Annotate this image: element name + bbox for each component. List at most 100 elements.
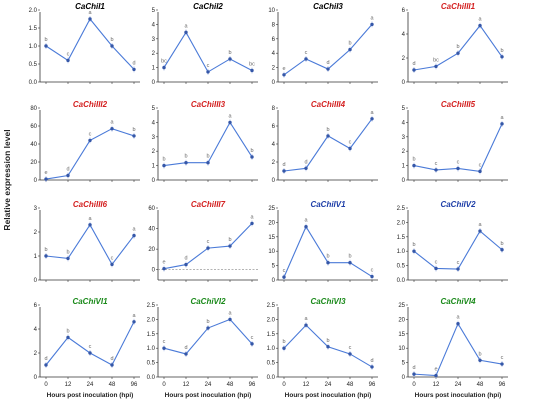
panel-CaChiI2: CaChiI2 0 1 2 3 4 5 bc a c b bc	[152, 2, 258, 86]
significance-letter: b	[412, 157, 415, 163]
panel-title: CaChiI1	[75, 2, 105, 11]
significance-letter: b	[110, 37, 113, 43]
data-point	[478, 169, 482, 174]
y-tick-label: 5	[402, 106, 406, 112]
y-tick-label: 4	[402, 32, 406, 38]
significance-letter: d	[304, 159, 307, 165]
x-axis-title: Hours post inoculation (hpi)	[47, 392, 134, 399]
data-point	[44, 44, 48, 48]
data-point	[66, 173, 70, 178]
data-point	[250, 68, 254, 73]
y-tick-label: 4	[34, 327, 38, 333]
significance-letter: c	[89, 131, 92, 137]
y-tick-label: 2	[402, 56, 406, 62]
y-tick-label: 0	[152, 268, 156, 274]
y-tick-label: 0	[34, 178, 38, 184]
y-tick-label: 5	[152, 8, 156, 14]
panel-title: CaChiVI3	[310, 297, 346, 306]
data-point	[456, 51, 460, 55]
significance-letter: a	[500, 115, 504, 121]
data-point	[206, 161, 210, 165]
y-tick-label: 1	[152, 66, 156, 72]
y-tick-label: 20	[30, 160, 37, 166]
y-tick-label: 4	[272, 142, 276, 148]
x-tick-label: 12	[65, 382, 72, 388]
significance-letter: e	[282, 66, 285, 72]
panel-CaChiVI3: CaChiVI3 0.0 0.5 1.0 1.5 2.0 2.5 0 12 24 48 96 b a b c d	[267, 297, 378, 388]
data-point	[184, 161, 188, 165]
significance-letter: bc	[249, 61, 255, 67]
y-tick-label: 2	[402, 149, 406, 155]
data-point	[456, 322, 460, 326]
panel-CaChiI3: CaChiI3 0 2 4 6 8 10 e c d b a	[268, 2, 378, 86]
data-point	[478, 23, 482, 28]
y-tick-label: 6	[272, 124, 276, 130]
y-tick-label: 1.0	[29, 44, 38, 50]
data-point	[282, 346, 286, 350]
significance-letter: d	[184, 256, 187, 262]
data-point	[110, 44, 114, 48]
x-tick-label: 24	[205, 382, 212, 388]
y-tick-label: 2	[272, 66, 276, 72]
panel-title: CaChiI3	[313, 2, 343, 11]
panel-CaChiIII1: CaChiIII1 0 2 4 6 d bc b a b	[402, 2, 508, 86]
y-tick-label: 20	[268, 220, 275, 226]
significance-letter: d	[110, 356, 113, 362]
y-tick-label: 0	[34, 375, 38, 381]
data-point	[228, 244, 232, 248]
x-tick-label: 96	[499, 382, 506, 388]
significance-letter: e	[162, 260, 165, 266]
significance-letter: d	[326, 60, 329, 66]
panel-title: CaChiIV1	[310, 200, 346, 209]
data-point	[162, 163, 166, 168]
data-point	[228, 120, 232, 125]
significance-letter: b	[228, 237, 231, 243]
data-point	[162, 65, 166, 70]
significance-letter: c	[349, 345, 352, 351]
data-point	[132, 320, 136, 324]
y-tick-label: 0	[34, 278, 38, 284]
data-point	[304, 323, 308, 327]
data-point	[132, 67, 136, 72]
data-point	[434, 64, 438, 69]
data-point	[88, 17, 92, 21]
y-tick-label: 3	[152, 37, 156, 43]
panel-title: CaChiVI4	[440, 297, 476, 306]
significance-letter: d	[66, 167, 69, 173]
significance-letter: a	[228, 310, 232, 316]
significance-letter: c	[305, 50, 308, 56]
y-tick-label: 4	[152, 22, 156, 28]
panel-CaChiVI4: CaChiVI4 0 5 10 15 20 25 0 12 24 48 96 d e a b c	[398, 297, 508, 388]
significance-letter: bc	[161, 59, 167, 65]
data-point	[66, 335, 70, 340]
y-tick-label: 10	[398, 346, 405, 352]
x-tick-label: 0	[412, 382, 416, 388]
y-tick-label: 0.0	[397, 278, 406, 284]
series-line	[283, 225, 373, 278]
y-tick-label: 0	[402, 178, 406, 184]
significance-letter: b	[44, 247, 47, 253]
y-tick-label: 60	[30, 124, 37, 130]
significance-letter: b	[326, 254, 329, 260]
significance-letter: a	[184, 23, 188, 29]
panel-CaChiI1: CaChiI1 0.0 0.5 1.0 1.5 2.0 b c a b d	[29, 2, 140, 86]
significance-letter: a	[304, 316, 308, 322]
significance-letter: b	[66, 328, 69, 334]
x-axis-titles: Hours post inoculation (hpi) Hours post i…	[47, 392, 502, 399]
significance-letter: a	[132, 227, 136, 233]
significance-letter: c	[67, 51, 70, 57]
significance-letter: a	[304, 218, 308, 224]
panel-CaChiIII4: CaChiIII4 0 2 4 6 8 d d b c a	[272, 100, 378, 184]
data-point	[412, 249, 416, 253]
y-tick-label: 0	[272, 80, 276, 86]
y-tick-label: 5	[402, 361, 406, 367]
x-tick-label: 0	[44, 382, 48, 388]
y-tick-label: 2	[34, 230, 38, 236]
x-tick-label: 48	[347, 382, 354, 388]
significance-letter: b	[44, 37, 47, 43]
data-point	[370, 365, 374, 369]
y-tick-label: 4	[272, 51, 276, 57]
significance-letter: b	[206, 319, 209, 325]
y-tick-label: 2	[152, 149, 156, 155]
